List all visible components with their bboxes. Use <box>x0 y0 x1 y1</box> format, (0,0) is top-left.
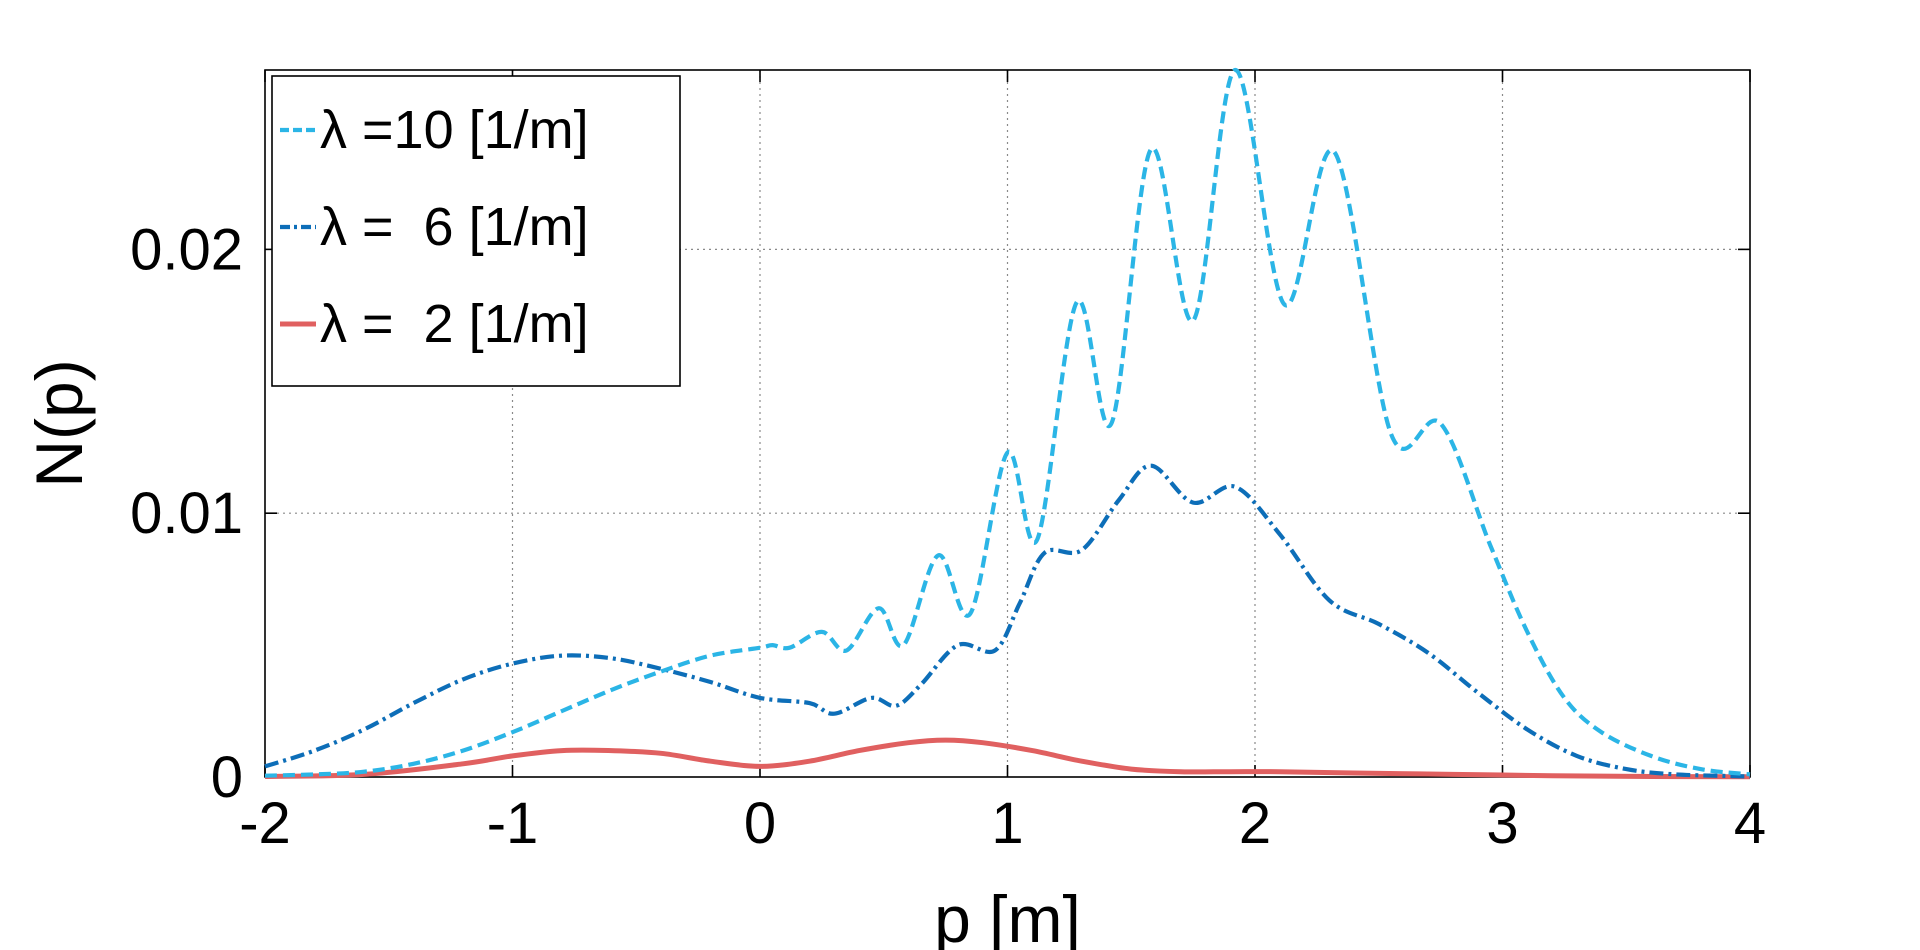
x-axis-title: p [m] <box>934 882 1081 950</box>
tick-labels: -2 -1 0 1 2 3 4 0 0.01 0.02 <box>130 217 1766 856</box>
x-tick-label: -1 <box>487 791 539 856</box>
series-line-2 <box>264 463 1751 779</box>
x-tick-label: 3 <box>1486 791 1518 856</box>
y-tick-label: 0.02 <box>130 217 243 282</box>
x-tick-label: -2 <box>239 791 291 856</box>
legend-box <box>271 75 681 387</box>
legend-label-2: λ = 6 [1/m] <box>320 197 589 257</box>
series-lines <box>264 67 1751 780</box>
series-line-1 <box>264 67 1751 778</box>
x-tick-label: 1 <box>991 791 1023 856</box>
legend: λ =10 [1/m] λ = 6 [1/m] λ = 2 [1/m] <box>271 75 681 387</box>
y-axis-title: N(p) <box>22 359 96 487</box>
x-tick-label: 4 <box>1734 791 1766 856</box>
x-tick-label: 2 <box>1239 791 1271 856</box>
x-tick-label: 0 <box>744 791 776 856</box>
y-tick-label: 0.01 <box>130 481 243 546</box>
axis-ticks <box>264 70 1751 778</box>
legend-label-3: λ = 2 [1/m] <box>320 294 589 354</box>
y-tick-label: 0 <box>211 745 243 810</box>
legend-label-1: λ =10 [1/m] <box>320 100 589 160</box>
series-line-3 <box>264 737 1751 780</box>
